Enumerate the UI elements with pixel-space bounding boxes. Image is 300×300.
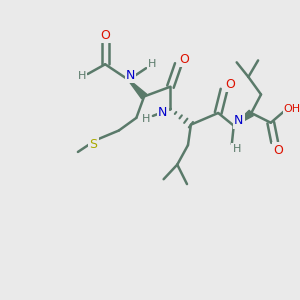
Text: OH: OH: [284, 104, 300, 114]
Text: H: H: [78, 71, 86, 81]
Polygon shape: [128, 80, 147, 99]
Text: O: O: [274, 143, 284, 157]
Text: N: N: [126, 68, 135, 82]
Text: O: O: [179, 53, 189, 66]
Text: N: N: [158, 106, 167, 119]
Text: O: O: [225, 78, 235, 91]
Text: S: S: [89, 138, 98, 151]
Text: N: N: [234, 114, 243, 127]
Text: H: H: [148, 59, 156, 69]
Text: O: O: [100, 28, 110, 42]
Text: H: H: [232, 144, 241, 154]
Text: H: H: [142, 114, 150, 124]
Polygon shape: [233, 110, 253, 126]
